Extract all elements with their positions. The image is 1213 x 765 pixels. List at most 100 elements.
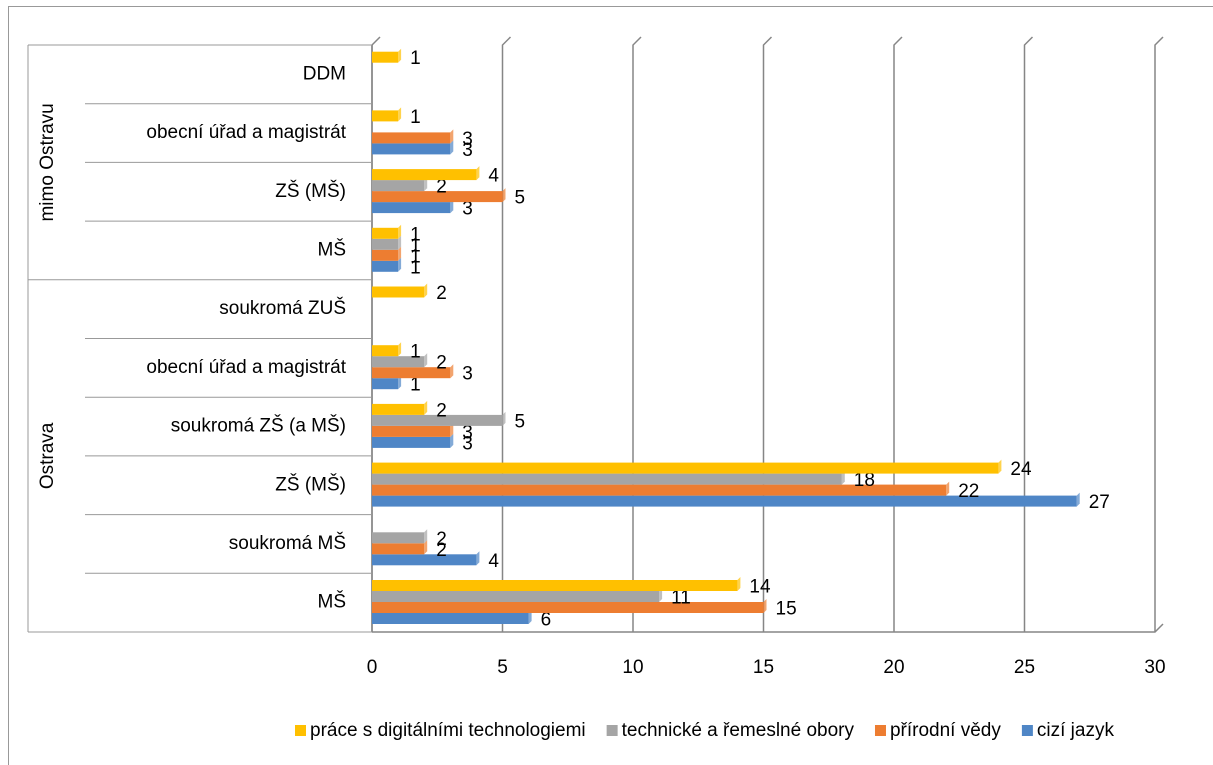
bar: [372, 613, 529, 624]
bar-side: [476, 166, 480, 181]
bar-side: [450, 129, 454, 144]
bar-side: [424, 529, 428, 544]
category-label: MŠ: [318, 238, 347, 260]
legend-label: práce s digitálními technologiemi: [310, 720, 586, 741]
bar: [372, 462, 999, 474]
data-label: 27: [1089, 492, 1110, 513]
bar: [372, 180, 425, 192]
bar-side: [398, 246, 402, 261]
bar-side: [398, 375, 402, 390]
category-label: obecní úřad a magistrát: [146, 122, 346, 143]
legend-swatch: [606, 725, 618, 736]
bar-side: [398, 257, 402, 272]
category-label: ZŠ (MŠ): [275, 473, 346, 495]
legend-swatch: [874, 725, 886, 736]
category-label: DDM: [303, 63, 346, 84]
category-label: soukromá MŠ: [229, 532, 346, 554]
bar-side: [424, 400, 428, 415]
bar: [372, 169, 477, 181]
group-label: mimo Ostravu: [37, 103, 58, 221]
data-label: 11: [671, 588, 691, 609]
bar-side: [450, 364, 454, 379]
data-label: 3: [462, 364, 473, 385]
bar: [372, 110, 399, 122]
bar: [372, 473, 842, 485]
bar: [372, 367, 451, 379]
bar: [372, 495, 1077, 507]
bar-side: [398, 235, 402, 250]
category-label: obecní úřad a magistrát: [146, 357, 346, 378]
bar-side: [998, 459, 1002, 474]
bar: [372, 532, 425, 544]
bar: [372, 356, 425, 368]
bar: [372, 436, 451, 448]
bar: [372, 414, 503, 426]
bar: [372, 543, 425, 555]
bar-side: [424, 283, 428, 298]
data-label: 1: [410, 375, 421, 396]
bar-side: [450, 422, 454, 437]
x-tick-label: 15: [753, 657, 774, 678]
bar-side: [398, 342, 402, 357]
x-tick-label: 25: [1014, 657, 1035, 678]
data-label: 2: [436, 540, 447, 561]
bar: [372, 238, 399, 250]
grid-line: [501, 36, 512, 632]
bar-side: [450, 433, 454, 448]
grid-line: [1154, 36, 1164, 632]
bar-side: [841, 470, 845, 485]
data-label: 1: [410, 107, 421, 128]
data-label: 3: [462, 433, 473, 454]
bar: [372, 191, 503, 203]
bar: [372, 591, 660, 602]
legend-swatch: [295, 725, 306, 736]
data-label: 3: [462, 422, 473, 443]
data-label: 1: [410, 257, 421, 278]
x-tick-label: 30: [1144, 657, 1165, 678]
grid-line: [762, 36, 773, 632]
bar-side: [476, 551, 480, 566]
bar-side: [450, 140, 454, 155]
legend-swatch: [1021, 725, 1033, 736]
bar-side: [398, 48, 402, 63]
bar-side: [763, 599, 767, 613]
category-label: soukromá ZŠ (a MŠ): [171, 415, 346, 437]
data-label: 3: [462, 129, 473, 150]
bar: [372, 403, 425, 415]
bar-side: [398, 107, 402, 122]
grid-line: [893, 36, 903, 632]
grid-line: [632, 36, 642, 632]
data-label: 1: [410, 342, 421, 363]
data-label: 2: [436, 283, 447, 304]
data-label: 5: [515, 411, 526, 432]
data-label: 2: [436, 353, 447, 374]
bar: [372, 554, 477, 566]
bar-side: [502, 188, 506, 203]
x-tick-label: 10: [622, 657, 643, 678]
bar: [372, 132, 451, 144]
grid-line: [1023, 36, 1034, 632]
data-label: 2: [436, 529, 447, 550]
bar: [372, 484, 947, 496]
bar: [372, 202, 451, 214]
data-label: 1: [410, 224, 421, 245]
data-label: 2: [436, 177, 447, 198]
group-label: Ostrava: [37, 422, 58, 489]
bar-side: [946, 481, 950, 496]
bar: [372, 260, 399, 272]
legend-label: přírodní vědy: [890, 720, 1001, 741]
legend-label: technické a řemeslné obory: [622, 720, 855, 741]
data-label: 22: [958, 481, 979, 502]
data-label: 4: [488, 551, 499, 572]
data-label: 5: [515, 188, 526, 209]
floor: [372, 623, 1164, 633]
data-label: 24: [1010, 459, 1032, 480]
bar-side: [424, 177, 428, 192]
bar-side: [528, 610, 532, 624]
bar: [372, 378, 399, 390]
bar: [372, 227, 399, 239]
data-label: 1: [410, 48, 421, 69]
category-label: soukromá ZUŠ: [219, 297, 346, 319]
data-label: 1: [410, 246, 421, 267]
